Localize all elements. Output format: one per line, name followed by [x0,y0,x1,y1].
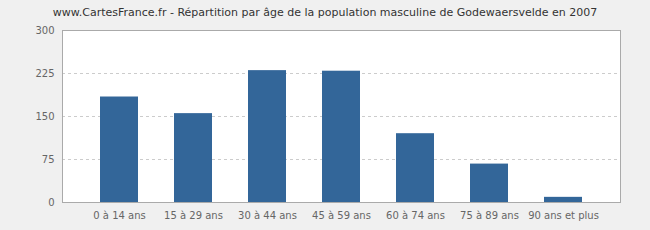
svg-text:75: 75 [42,154,55,165]
html-text:www.CartesFrance.fr - Répartit: www.CartesFrance.fr - Répartition par âg… [52,6,598,19]
svg-text:150: 150 [35,111,54,122]
svg-text:225: 225 [35,68,54,79]
svg-text:0: 0 [48,197,54,208]
svg-text:300: 300 [35,26,54,36]
svg-text:90 ans et plus: 90 ans et plus [528,210,599,221]
svg-text:45 à 59 ans: 45 à 59 ans [312,210,371,221]
svg-text:15 à 29 ans: 15 à 29 ans [164,210,223,221]
svg-text:30 à 44 ans: 30 à 44 ans [238,210,297,221]
svg-text:0 à 14 ans: 0 à 14 ans [93,210,145,221]
svg-text:60 à 74 ans: 60 à 74 ans [386,210,445,221]
svg-text:75 à 89 ans: 75 à 89 ans [460,210,519,221]
